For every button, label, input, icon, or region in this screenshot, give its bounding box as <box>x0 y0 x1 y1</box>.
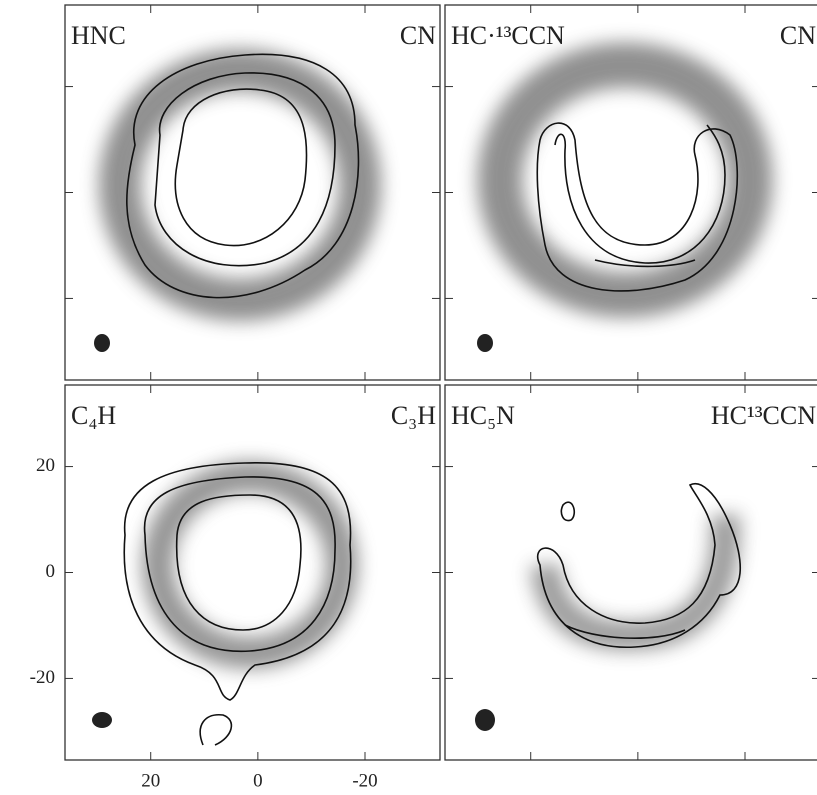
x-tick-label: 0 <box>253 770 263 791</box>
molecule-label: HC₅N <box>451 401 515 430</box>
contour <box>200 715 231 745</box>
x-tick-label: 20 <box>141 770 160 791</box>
contour <box>561 502 574 520</box>
panel-hnc <box>94 54 360 352</box>
molecule-label-right: HC¹³CCN <box>711 401 816 430</box>
panel-hc5n <box>475 484 740 731</box>
y-tick-label: -20 <box>30 667 55 688</box>
beam <box>92 712 112 728</box>
x-tick-label: -20 <box>352 770 377 791</box>
molecule-label: HC·¹³CCN <box>451 21 565 50</box>
beam <box>94 334 110 352</box>
molecule-label-right: CN <box>780 21 816 50</box>
intensity-map <box>158 477 342 653</box>
intensity-map <box>545 515 725 636</box>
panel-hc13ccn <box>477 65 750 352</box>
contour <box>175 89 306 245</box>
molecule-label: HNC <box>71 21 126 50</box>
contour <box>177 495 301 630</box>
molecule-label: C₄H <box>71 401 116 430</box>
beam <box>477 334 493 352</box>
panel-c4h <box>92 463 351 745</box>
y-tick-label: 20 <box>36 455 55 476</box>
molecule-label-right: CN <box>400 21 436 50</box>
figure: HNC CN HC·¹³CCN CN C₄H C₃H 20 0 -20 20 0 -20 HC₅N HC¹… <box>0 0 817 795</box>
panel-frame <box>65 385 440 760</box>
panel-frame <box>445 385 817 760</box>
y-tick-label: 0 <box>46 561 56 582</box>
molecule-label-right: C₃H <box>391 401 436 430</box>
beam <box>475 709 495 731</box>
contour <box>555 125 725 263</box>
